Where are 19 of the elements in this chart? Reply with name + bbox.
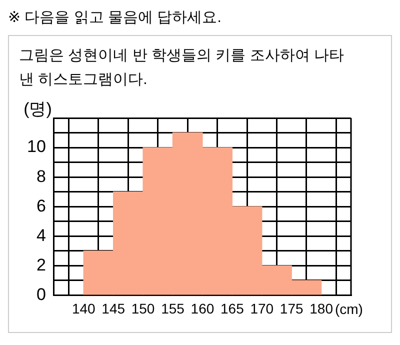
x-tick-label: 165 [220, 300, 244, 316]
x-axis-title: (cm) [334, 301, 363, 318]
y-tick-label: 4 [36, 226, 46, 245]
chart-title: ※ 다음을 읽고 물음에 답하세요. [8, 8, 222, 27]
x-tick-label: 175 [280, 300, 304, 316]
x-tick-label: 170 [250, 300, 274, 316]
chart-subtitle: 그림은 성현이네 반 학생들의 키를 조사하여 나타낸 히스토그램이다. [19, 46, 346, 90]
y-tick-label: 6 [36, 196, 46, 216]
x-tick-label: 150 [131, 300, 155, 316]
x-tick-label: 145 [102, 300, 126, 316]
y-tick-label: 10 [26, 137, 46, 156]
y-tick-label: 0 [36, 284, 46, 304]
x-tick-label: 155 [161, 300, 185, 316]
y-axis-title: (명) [24, 100, 52, 119]
y-tick-label: 2 [36, 255, 46, 274]
x-tick-label: 140 [72, 300, 96, 316]
x-tick-label: 180 [310, 300, 334, 316]
y-tick-label: 8 [36, 166, 46, 186]
x-tick-label: 160 [190, 300, 214, 316]
